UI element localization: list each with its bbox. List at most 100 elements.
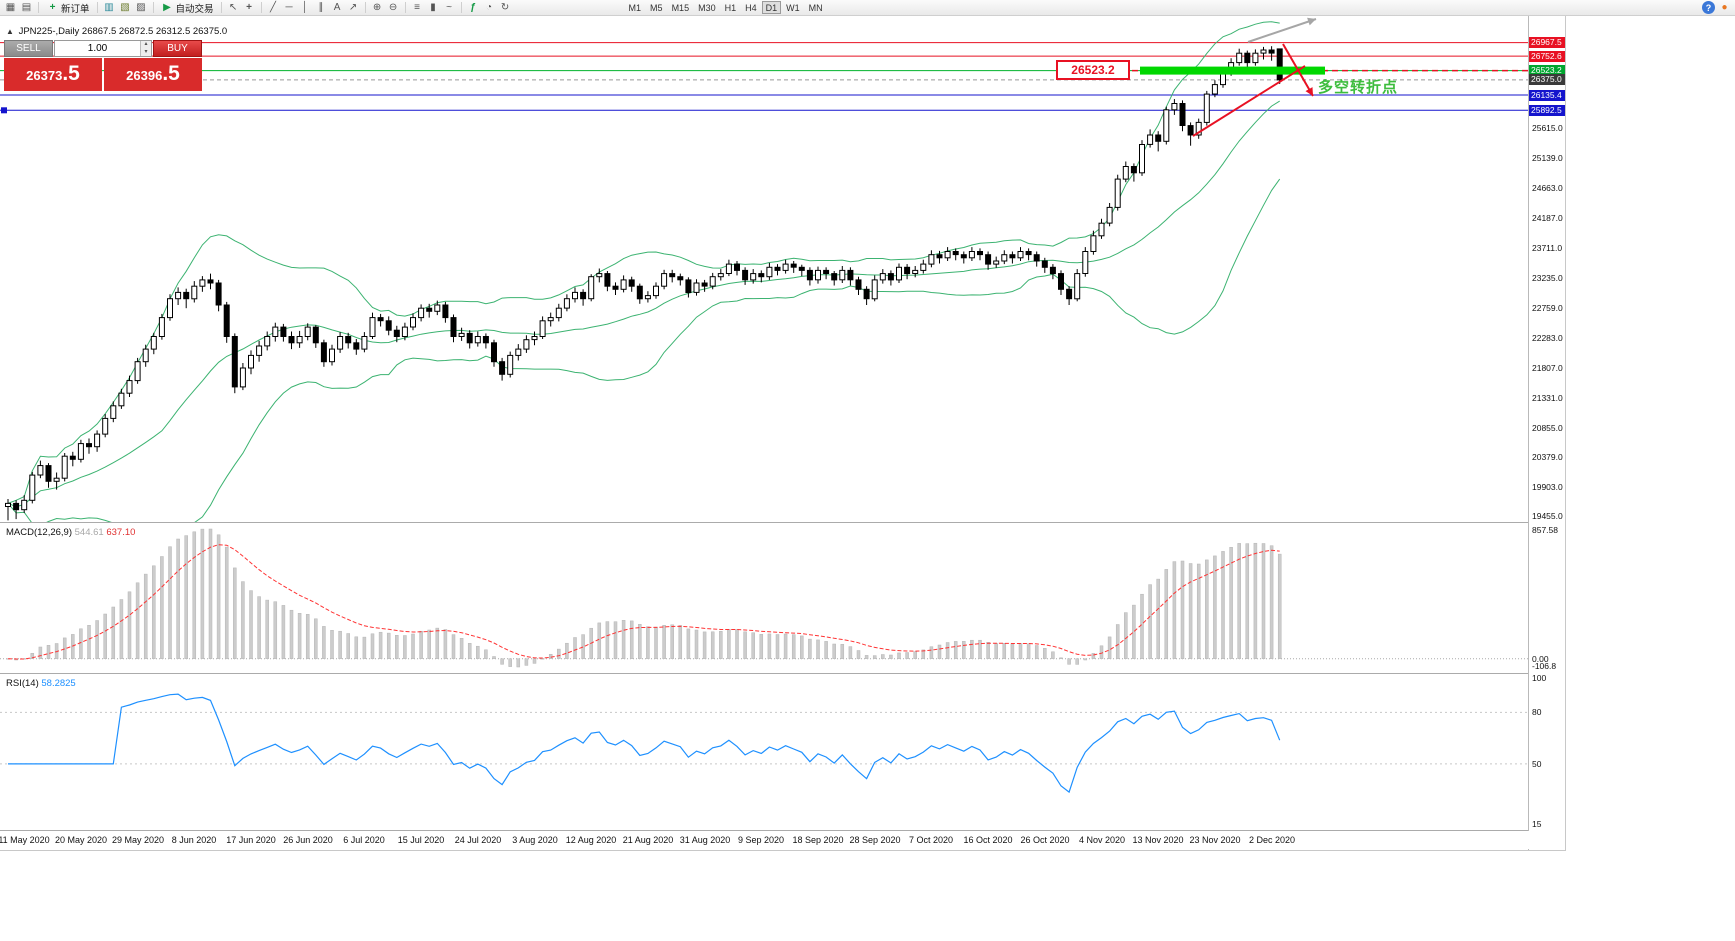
sell-price-main: 26373 (26, 68, 63, 83)
zoom-out-icon[interactable]: ⊖ (388, 2, 398, 13)
line-chart-icon[interactable]: ~ (446, 2, 452, 13)
timeframe-group: M1 M5 M15 M30 H1 H4 D1 W1 MN (625, 1, 827, 14)
terminal-icon[interactable]: ▨ (136, 2, 146, 13)
timeframe-button-h1[interactable]: H1 (724, 3, 737, 13)
text-tool-icon[interactable]: A (333, 2, 341, 13)
price-line-label: 26135.4 (1529, 90, 1565, 101)
sell-price-display[interactable]: 26373.5 (4, 58, 102, 91)
price-tick: 25139.0 (1532, 153, 1563, 163)
price-tick: 22283.0 (1532, 333, 1563, 343)
bar-chart-icon[interactable]: ≡ (414, 2, 420, 13)
rsi-axis-label: 50 (1532, 759, 1542, 769)
macd-axis-label: 857.58 (1532, 525, 1558, 535)
timeframe-button-w1[interactable]: W1 (786, 3, 800, 13)
buy-price-display[interactable]: 26396.5 (104, 58, 202, 91)
community-icon[interactable]: ● (1721, 2, 1728, 13)
volume-spinner: ▴ ▾ (140, 41, 151, 56)
turning-point-label[interactable]: 多空转折点 (1318, 79, 1399, 96)
buy-button[interactable]: BUY (153, 40, 202, 57)
volume-down-button[interactable]: ▾ (141, 48, 151, 56)
price-tick: 22759.0 (1532, 303, 1563, 313)
pane-splitter-macd[interactable] (0, 522, 1565, 523)
auto-trading-label: 自动交易 (175, 3, 214, 15)
navigator-icon[interactable]: ▧ (120, 2, 130, 13)
rsi-name: RSI(14) (6, 678, 39, 689)
timeframe-button-m1[interactable]: M1 (628, 3, 642, 13)
toolbar-separator (260, 2, 262, 13)
price-line-label: 25892.5 (1529, 105, 1565, 116)
clock-icon[interactable]: ◔ (486, 2, 493, 13)
timeframe-button-d1[interactable]: D1 (761, 1, 782, 14)
macd-histogram (6, 528, 1282, 668)
chart-window-bottom-edge (0, 850, 1565, 851)
buy-price-main: 26396 (126, 68, 163, 83)
trendline-icon[interactable]: ╱ (270, 2, 277, 13)
date-label: 26 Oct 2020 (1020, 835, 1070, 845)
rsi-axis-label: 15 (1532, 819, 1542, 829)
macd-name: MACD(12,26,9) (6, 527, 72, 538)
price-line-label: 26523.2 (1529, 65, 1565, 76)
sell-button[interactable]: SELL (4, 40, 53, 57)
price-tick: 24663.0 (1532, 183, 1563, 193)
date-label: 29 May 2020 (111, 835, 165, 845)
date-label: 9 Sep 2020 (737, 835, 785, 845)
time-axis[interactable]: 11 May 2020 20 May 2020 29 May 2020 8 Jun 2… (0, 831, 1565, 849)
candles (5, 46, 1283, 521)
horizontal-line-icon[interactable]: ─ (285, 2, 293, 13)
price-tick: 20379.0 (1532, 452, 1563, 462)
date-label: 17 Jun 2020 (226, 835, 276, 845)
channel-icon[interactable]: ∥ (318, 2, 324, 13)
macd-label: MACD(12,26,9) 544.61 637.10 (6, 527, 135, 538)
date-label: 15 Jul 2020 (397, 835, 445, 845)
timeframe-button-m15[interactable]: M15 (671, 3, 690, 13)
trend-annotations[interactable] (1192, 17, 1317, 137)
price-up-icon: ▲ (6, 27, 14, 36)
price-flag-annotation[interactable]: 26523.2 (1056, 60, 1130, 80)
support-zone[interactable] (1140, 66, 1325, 75)
volume-up-button[interactable]: ▴ (141, 41, 151, 49)
rsi-canvas[interactable] (0, 674, 1528, 830)
date-label: 2 Dec 2020 (1248, 835, 1296, 845)
timeframe-button-mn[interactable]: MN (808, 3, 823, 13)
price-tick: 23711.0 (1532, 243, 1563, 253)
market-watch-icon[interactable]: ▥ (104, 2, 114, 13)
timeframe-button-m30[interactable]: M30 (698, 3, 716, 13)
zoom-in-icon[interactable]: ⊕ (372, 2, 382, 13)
help-icon[interactable]: ? (1702, 1, 1715, 14)
price-tick: 25615.0 (1532, 123, 1563, 133)
new-order-button[interactable]: + 新订单 (44, 1, 92, 15)
date-label: 20 May 2020 (54, 835, 108, 845)
volume-input[interactable] (55, 41, 140, 56)
date-label: 28 Sep 2020 (849, 835, 901, 845)
plus-icon: + (49, 2, 56, 13)
date-label: 8 Jun 2020 (171, 835, 217, 845)
new-chart-icon[interactable]: ▦ (5, 2, 16, 13)
indicators-icon[interactable]: ƒ (470, 2, 476, 13)
price-tick: 24187.0 (1532, 213, 1563, 223)
profiles-icon[interactable]: ▤ (21, 2, 32, 13)
horizontal-price-lines[interactable] (0, 42, 1528, 114)
candlestick-chart-icon[interactable]: ▮ (430, 2, 436, 13)
refresh-icon[interactable]: ↻ (500, 2, 510, 13)
rsi-axis-label: 100 (1532, 673, 1547, 683)
auto-trading-button[interactable]: ▶ 自动交易 (159, 1, 216, 15)
timeframe-button-h4[interactable]: H4 (745, 3, 757, 13)
date-label: 7 Oct 2020 (908, 835, 954, 845)
chart-title: ▲ JPN225-,Daily 26867.5 26872.5 26312.5 … (6, 26, 227, 37)
main-chart-canvas[interactable] (0, 16, 1528, 522)
date-label: 26 Jun 2020 (283, 835, 333, 845)
toolbar-separator (96, 2, 98, 13)
vertical-line-icon[interactable]: │ (301, 2, 309, 13)
pane-splitter-rsi[interactable] (0, 673, 1565, 674)
symbol-period: JPN225-,Daily (18, 26, 80, 37)
crosshair-icon[interactable]: + (246, 2, 252, 13)
arrows-tool-icon[interactable]: ↗ (348, 2, 358, 13)
price-line-label: 26752.6 (1529, 51, 1565, 62)
timeframe-button-m5[interactable]: M5 (650, 3, 663, 13)
cursor-icon[interactable]: ↖ (228, 2, 238, 13)
macd-canvas[interactable] (0, 523, 1528, 673)
date-label: 13 Nov 2020 (1132, 835, 1184, 845)
time-axis-divider (0, 830, 1565, 831)
price-axis[interactable]: 25615.0 25139.0 24663.0 24187.0 23711.0 23235… (1529, 16, 1565, 850)
play-icon: ▶ (163, 2, 171, 13)
